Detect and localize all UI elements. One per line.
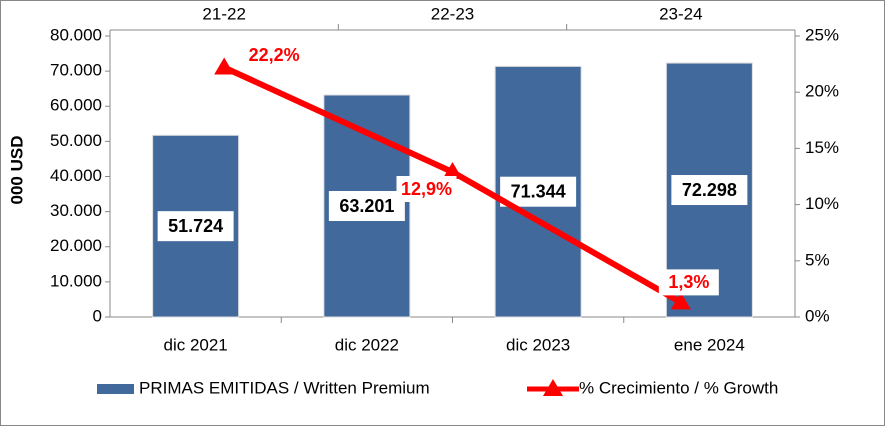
y-tick-label: 60.000 <box>50 96 102 115</box>
value-label: 51.724 <box>168 216 223 236</box>
y2-tick-label: 25% <box>805 25 839 44</box>
value-label: 71.344 <box>511 181 566 201</box>
growth-marker <box>670 292 691 310</box>
value-label-box <box>328 191 405 222</box>
legend-label: PRIMAS EMITIDAS / Written Premium <box>139 378 430 397</box>
legend-marker <box>543 379 563 396</box>
y2-tick-label: 15% <box>805 138 839 157</box>
y2-tick-label: 10% <box>805 194 839 213</box>
y-tick-label: 0 <box>93 306 102 325</box>
y-tick-label: 50.000 <box>50 131 102 150</box>
y-tick-label: 30.000 <box>50 201 102 220</box>
y-axis-title: 000 USD <box>7 136 26 205</box>
y-tick-label: 20.000 <box>50 236 102 255</box>
value-label-box <box>500 176 577 207</box>
value-label-box <box>671 175 748 206</box>
y-tick-label: 10.000 <box>50 271 102 290</box>
legend-label: % Crecimiento / % Growth <box>579 378 778 397</box>
growth-label: 1,3% <box>668 272 709 292</box>
x-tick-label: dic 2023 <box>506 335 570 354</box>
growth-label-box <box>658 269 719 296</box>
x-tick-label: ene 2024 <box>674 335 745 354</box>
growth-marker <box>214 57 235 75</box>
y-tick-label: 80.000 <box>50 25 102 44</box>
growth-label: 22,2% <box>249 45 300 65</box>
growth-marker <box>442 162 463 180</box>
x-tick-label: dic 2021 <box>163 335 227 354</box>
y2-tick-label: 0% <box>805 306 830 325</box>
growth-label-box <box>244 42 305 69</box>
y-tick-label: 70.000 <box>50 61 102 80</box>
x2-tick-label: 23-24 <box>659 4 702 23</box>
value-label: 63.201 <box>339 196 394 216</box>
y2-tick-label: 5% <box>805 250 830 269</box>
value-label: 72.298 <box>682 180 737 200</box>
y-tick-label: 40.000 <box>50 166 102 185</box>
x2-tick-label: 21-22 <box>202 4 245 23</box>
x2-tick-label: 22-23 <box>431 4 474 23</box>
legend-swatch <box>97 384 134 394</box>
growth-label-box <box>396 176 457 203</box>
y2-tick-label: 20% <box>805 82 839 101</box>
growth-label: 12,9% <box>401 179 452 199</box>
x-tick-label: dic 2022 <box>335 335 399 354</box>
value-label-box <box>157 211 234 242</box>
